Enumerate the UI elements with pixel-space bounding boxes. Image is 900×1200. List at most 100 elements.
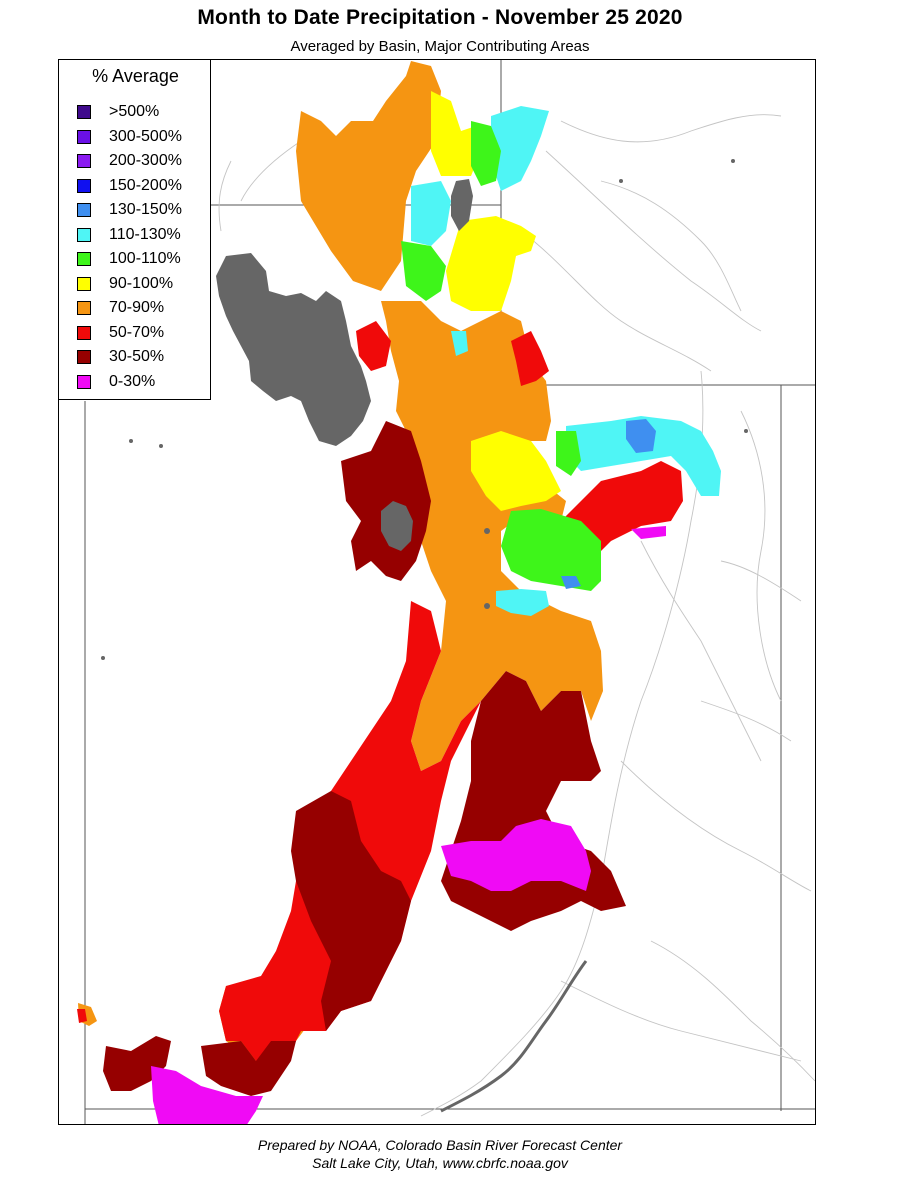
basins-90-100 xyxy=(431,91,561,511)
legend-label: 50-70% xyxy=(109,323,165,341)
legend-label: 70-90% xyxy=(109,299,165,317)
legend-item: 70-90% xyxy=(77,296,182,321)
river-line xyxy=(420,880,602,1117)
basin-cyan-small xyxy=(451,331,468,356)
legend-item: 300-500% xyxy=(77,125,182,150)
basins-100-110 xyxy=(401,121,601,591)
legend-swatch xyxy=(77,301,91,316)
legend-item: 200-300% xyxy=(77,149,182,174)
legend-label: 200-300% xyxy=(109,152,182,170)
legend: % Average >500% 300-500% 200-300% 150-20… xyxy=(58,59,211,400)
basin-darkred-central xyxy=(291,791,411,1031)
legend-swatch xyxy=(77,154,91,169)
basin-magenta-east xyxy=(441,819,591,891)
basin-cyan-north xyxy=(491,106,549,191)
legend-item: 30-50% xyxy=(77,345,182,370)
reservoirs xyxy=(101,159,748,660)
legend-swatch xyxy=(77,203,91,218)
precipitation-map xyxy=(59,60,815,1124)
basin-green-north xyxy=(471,121,501,186)
map-frame xyxy=(58,59,816,1125)
lake-powell xyxy=(440,960,588,1113)
legend-item: >500% xyxy=(77,100,182,125)
legend-swatch xyxy=(77,252,91,267)
utah-lake xyxy=(381,501,413,551)
basin-central-orange xyxy=(381,301,603,771)
legend-item: 0-30% xyxy=(77,370,182,395)
river-line xyxy=(520,230,712,372)
lakes xyxy=(216,179,473,551)
reservoir xyxy=(159,444,163,448)
basin-green-uinta-south xyxy=(501,509,601,591)
reservoir xyxy=(129,439,133,443)
river-line xyxy=(545,150,762,332)
river-line xyxy=(218,160,232,232)
legend-label: 90-100% xyxy=(109,274,174,292)
river-line xyxy=(700,700,792,742)
legend-list: >500% 300-500% 200-300% 150-200% 130-150… xyxy=(77,100,182,394)
river-line xyxy=(650,940,815,1082)
reservoir xyxy=(619,179,623,183)
legend-swatch xyxy=(77,325,91,340)
basin-red-sw-small xyxy=(77,1009,87,1023)
reservoir xyxy=(744,429,748,433)
map-subtitle: Averaged by Basin, Major Contributing Ar… xyxy=(290,38,590,55)
reservoir xyxy=(101,656,105,660)
bear-lake xyxy=(451,179,473,231)
legend-swatch xyxy=(77,374,91,389)
basin-yellow-uinta xyxy=(471,431,561,511)
basin-green-west xyxy=(401,241,446,301)
legend-item: 50-70% xyxy=(77,321,182,346)
reservoir xyxy=(484,603,490,609)
basin-yellow-bearlake xyxy=(446,216,536,311)
legend-swatch xyxy=(77,129,91,144)
basin-blue-small xyxy=(561,576,581,589)
basin-green-uinta-west xyxy=(556,431,581,476)
legend-label: 100-110% xyxy=(109,250,181,268)
reservoir xyxy=(731,159,735,163)
basin-cyan-uinta xyxy=(566,416,721,496)
basin-cyan-central xyxy=(411,181,451,246)
basin-cyan-south xyxy=(496,589,549,616)
basin-north-orange xyxy=(296,61,441,291)
legend-swatch xyxy=(77,227,91,242)
legend-label: 110-130% xyxy=(109,225,181,243)
credit-line-2: Salt Lake City, Utah, www.cbrfc.noaa.gov xyxy=(312,1155,568,1171)
basins-110-130 xyxy=(411,106,721,616)
legend-label: 300-500% xyxy=(109,127,182,145)
legend-swatch xyxy=(77,276,91,291)
river-line xyxy=(740,410,782,702)
legend-label: 150-200% xyxy=(109,176,182,194)
legend-label: 0-30% xyxy=(109,372,156,390)
legend-item: 90-100% xyxy=(77,272,182,297)
reservoir xyxy=(484,528,490,534)
basin-red-wasatch xyxy=(356,321,391,371)
river-line xyxy=(600,180,742,312)
river-line xyxy=(620,760,812,892)
credit-line-1: Prepared by NOAA, Colorado Basin River F… xyxy=(257,1137,623,1153)
basins-0-30 xyxy=(151,526,666,1124)
legend-label: >500% xyxy=(109,103,160,121)
legend-title: % Average xyxy=(92,66,179,86)
basins-130-150 xyxy=(561,419,656,589)
great-salt-lake xyxy=(216,253,371,446)
legend-item: 100-110% xyxy=(77,247,182,272)
legend-swatch xyxy=(77,350,91,365)
legend-label: 130-150% xyxy=(109,201,182,219)
river-line xyxy=(560,980,802,1062)
basin-magenta-south xyxy=(151,1066,263,1124)
legend-item: 110-130% xyxy=(77,223,182,248)
river-line xyxy=(720,560,802,602)
legend-item: 150-200% xyxy=(77,174,182,199)
legend-item: 130-150% xyxy=(77,198,182,223)
basin-darkred-south xyxy=(201,1041,296,1096)
basin-red-north xyxy=(511,331,549,386)
river-line xyxy=(640,540,762,762)
legend-swatch xyxy=(77,178,91,193)
legend-label: 30-50% xyxy=(109,348,165,366)
basin-blue-uinta xyxy=(626,419,656,453)
river-line xyxy=(560,114,782,143)
wyoming-border-west xyxy=(500,60,815,386)
legend-swatch xyxy=(77,105,91,120)
basin-magenta-small xyxy=(631,526,666,539)
